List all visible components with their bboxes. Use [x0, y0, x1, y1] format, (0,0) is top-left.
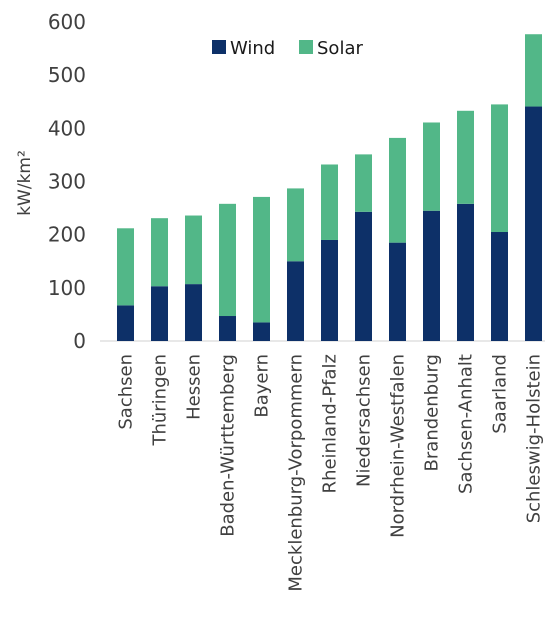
- x-tick-label: Schleswig-Holstein: [524, 354, 545, 523]
- bar-wind: [321, 239, 338, 341]
- bar-wind: [491, 232, 508, 341]
- x-tick-label: Nordrhein-Westfalen: [388, 354, 409, 538]
- bar-wind: [253, 322, 270, 341]
- bar-solar: [457, 110, 474, 204]
- x-tick-label: Saarland: [490, 354, 511, 434]
- legend-label: Wind: [230, 38, 275, 59]
- bar-solar: [491, 104, 508, 233]
- bar-solar: [219, 203, 236, 317]
- bar-solar: [253, 196, 270, 323]
- y-tick-label: 600: [48, 10, 86, 34]
- bar-solar: [117, 228, 134, 306]
- x-tick-label: Brandenburg: [422, 354, 443, 471]
- bar-wind: [525, 106, 542, 341]
- bar-wind: [219, 316, 236, 341]
- bar-wind: [151, 286, 168, 341]
- x-tick-label: Hessen: [184, 354, 205, 420]
- bar-solar: [423, 122, 440, 211]
- x-tick-label: Baden-Württemberg: [218, 354, 239, 537]
- bar-wind: [355, 211, 372, 341]
- y-tick-label: 0: [73, 329, 86, 353]
- x-tick-label: Bayern: [252, 354, 273, 418]
- bar-solar: [185, 215, 202, 285]
- bar-solar: [151, 218, 168, 287]
- bar-solar: [321, 164, 338, 240]
- x-tick-label: Sachsen: [116, 354, 137, 430]
- bar-solar: [355, 154, 372, 212]
- legend-label: Solar: [317, 38, 363, 59]
- bars: [117, 34, 542, 341]
- x-tick-label: Mecklenburg-Vorpommern: [286, 354, 307, 592]
- bar-wind: [117, 305, 134, 341]
- x-tick-label: Sachsen-Anhalt: [456, 354, 477, 494]
- bar-solar: [287, 188, 304, 262]
- legend: Wind Solar: [212, 38, 363, 59]
- y-tick-label: 200: [48, 223, 86, 247]
- y-tick-label: 300: [48, 170, 86, 194]
- bar-wind: [423, 210, 440, 341]
- y-tick-label: 100: [48, 276, 86, 300]
- legend-swatch-solar: [299, 40, 313, 54]
- y-axis-ticks: 0 100 200 300 400 500 600: [48, 10, 86, 353]
- bar-wind: [389, 242, 406, 341]
- y-tick-label: 400: [48, 116, 86, 140]
- bar-solar: [389, 137, 406, 243]
- y-axis-title: kW/km²: [15, 150, 35, 216]
- x-tick-label: Niedersachsen: [354, 354, 375, 487]
- bar-wind: [287, 261, 304, 341]
- bar-wind: [457, 203, 474, 341]
- x-tick-label: Rheinland-Pfalz: [320, 354, 341, 493]
- bar-wind: [185, 284, 202, 341]
- x-axis-labels: Sachsen Thüringen Hessen Baden-Württemberg B…: [116, 354, 545, 592]
- x-tick-label: Thüringen: [150, 354, 171, 447]
- y-tick-label: 500: [48, 63, 86, 87]
- legend-swatch-wind: [212, 40, 226, 54]
- bar-solar: [525, 34, 542, 107]
